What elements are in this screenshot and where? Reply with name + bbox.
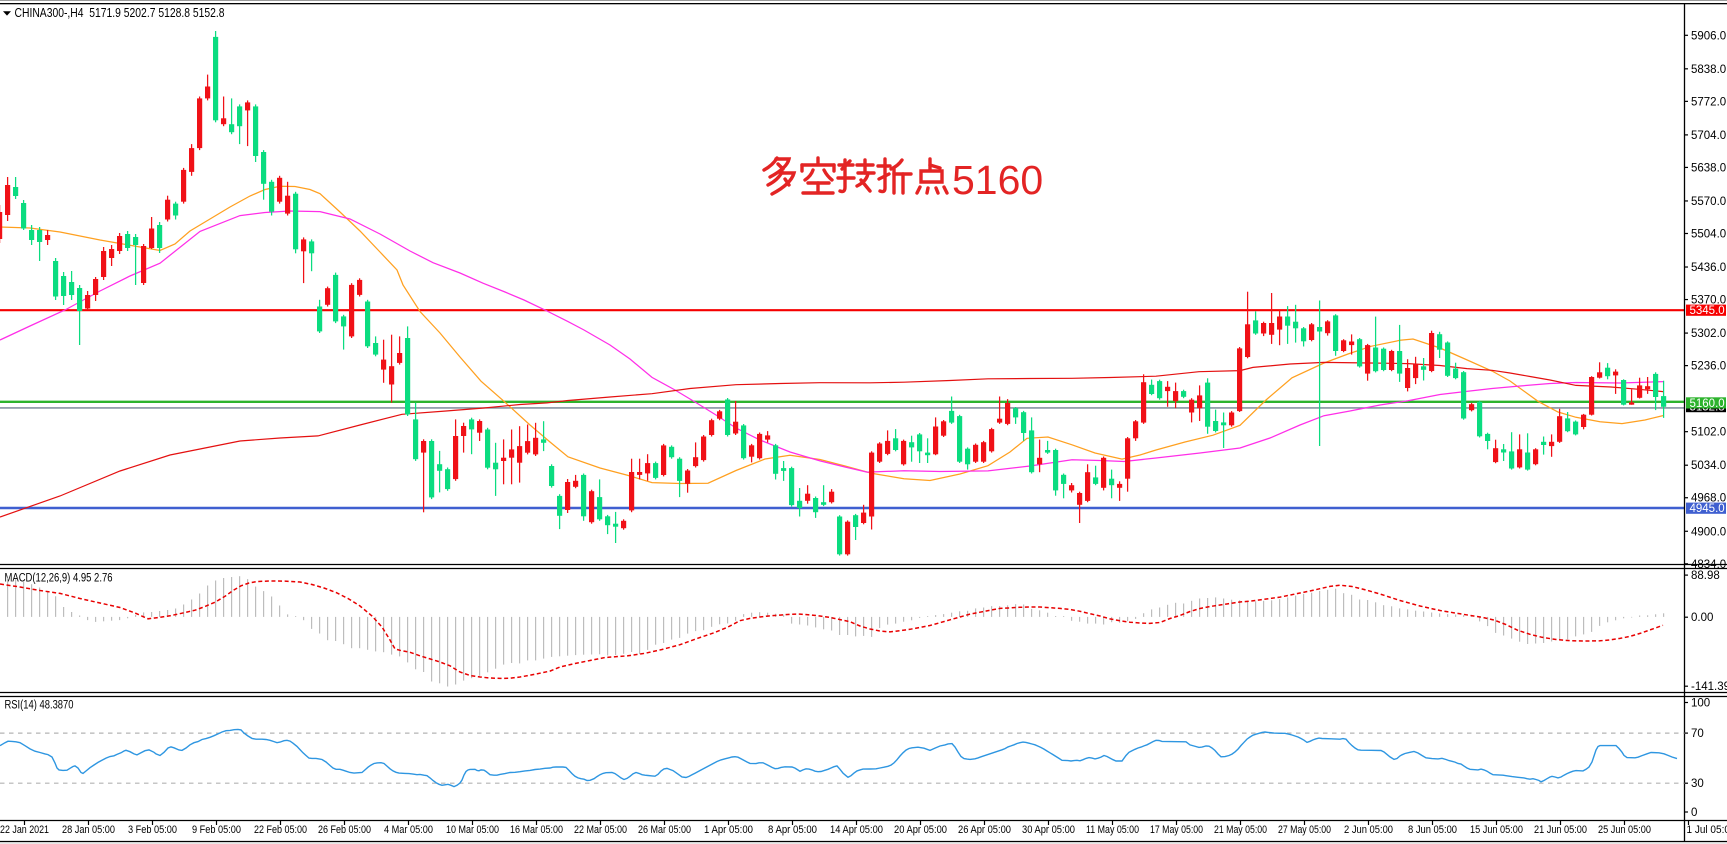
svg-text:5906.0: 5906.0: [1691, 30, 1726, 42]
svg-text:1 Jul 05:00: 1 Jul 05:00: [1687, 824, 1727, 836]
svg-text:17 May 05:00: 17 May 05:00: [1150, 824, 1203, 836]
svg-text:27 May 05:00: 27 May 05:00: [1278, 824, 1331, 836]
svg-text:26 Mar 05:00: 26 Mar 05:00: [638, 824, 691, 836]
svg-text:4900.0: 4900.0: [1691, 526, 1726, 538]
svg-text:5504.0: 5504.0: [1691, 228, 1726, 240]
svg-text:28 Jan 05:00: 28 Jan 05:00: [62, 824, 115, 836]
svg-text:4968.0: 4968.0: [1691, 493, 1726, 505]
svg-text:5160.0: 5160.0: [1690, 398, 1725, 410]
svg-text:5160: 5160: [952, 157, 1043, 203]
svg-text:0: 0: [1691, 807, 1697, 819]
svg-text:30 Apr 05:00: 30 Apr 05:00: [1022, 824, 1075, 836]
svg-text:14 Apr 05:00: 14 Apr 05:00: [830, 824, 883, 836]
svg-text:22 Jan 2021: 22 Jan 2021: [0, 824, 49, 836]
svg-text:RSI(14) 48.3870: RSI(14) 48.3870: [5, 700, 74, 712]
svg-text:2 Jun 05:00: 2 Jun 05:00: [1344, 824, 1393, 836]
svg-text:MACD(12,26,9) 4.95 2.76: MACD(12,26,9) 4.95 2.76: [5, 573, 113, 585]
svg-text:5570.0: 5570.0: [1691, 196, 1726, 208]
svg-text:5345.0: 5345.0: [1690, 305, 1725, 317]
svg-text:15 Jun 05:00: 15 Jun 05:00: [1470, 824, 1523, 836]
svg-text:5370.0: 5370.0: [1691, 295, 1726, 307]
svg-text:5034.0: 5034.0: [1691, 460, 1726, 472]
svg-text:88.98: 88.98: [1691, 570, 1720, 582]
svg-text:9 Feb 05:00: 9 Feb 05:00: [192, 824, 241, 836]
svg-text:3 Feb 05:00: 3 Feb 05:00: [128, 824, 177, 836]
svg-text:0.00: 0.00: [1691, 612, 1713, 624]
svg-text:5704.0: 5704.0: [1691, 130, 1726, 142]
svg-text:5838.0: 5838.0: [1691, 64, 1726, 76]
svg-text:5302.0: 5302.0: [1691, 328, 1726, 340]
svg-text:1 Apr 05:00: 1 Apr 05:00: [704, 824, 753, 836]
svg-text:25 Jun 05:00: 25 Jun 05:00: [1598, 824, 1651, 836]
svg-text:4834.0: 4834.0: [1691, 559, 1726, 571]
svg-text:20 Apr 05:00: 20 Apr 05:00: [894, 824, 947, 836]
svg-text:30: 30: [1691, 778, 1704, 790]
svg-text:22 Feb 05:00: 22 Feb 05:00: [254, 824, 307, 836]
svg-text:8 Jun 05:00: 8 Jun 05:00: [1408, 824, 1457, 836]
svg-text:26 Apr 05:00: 26 Apr 05:00: [958, 824, 1011, 836]
svg-text:16 Mar 05:00: 16 Mar 05:00: [510, 824, 563, 836]
svg-text:22 Mar 05:00: 22 Mar 05:00: [574, 824, 627, 836]
svg-text:5638.0: 5638.0: [1691, 162, 1726, 174]
svg-text:11 May 05:00: 11 May 05:00: [1086, 824, 1139, 836]
svg-text:5236.0: 5236.0: [1691, 361, 1726, 373]
svg-text:100: 100: [1691, 698, 1710, 710]
svg-text:4945.0: 4945.0: [1690, 503, 1725, 515]
svg-text:CHINA300-,H4 5171.9 5202.7 51: CHINA300-,H4 5171.9 5202.7 5128.8 5152.8: [15, 6, 225, 20]
svg-text:4 Mar 05:00: 4 Mar 05:00: [384, 824, 433, 836]
svg-text:8 Apr 05:00: 8 Apr 05:00: [768, 824, 817, 836]
svg-text:5102.0: 5102.0: [1691, 427, 1726, 439]
svg-text:21 Jun 05:00: 21 Jun 05:00: [1534, 824, 1587, 836]
svg-text:70: 70: [1691, 728, 1704, 740]
svg-text:26 Feb 05:00: 26 Feb 05:00: [318, 824, 371, 836]
svg-text:-141.39: -141.39: [1691, 681, 1727, 693]
svg-text:10 Mar 05:00: 10 Mar 05:00: [446, 824, 499, 836]
svg-text:5436.0: 5436.0: [1691, 262, 1726, 274]
svg-text:21 May 05:00: 21 May 05:00: [1214, 824, 1267, 836]
svg-text:5772.0: 5772.0: [1691, 96, 1726, 108]
